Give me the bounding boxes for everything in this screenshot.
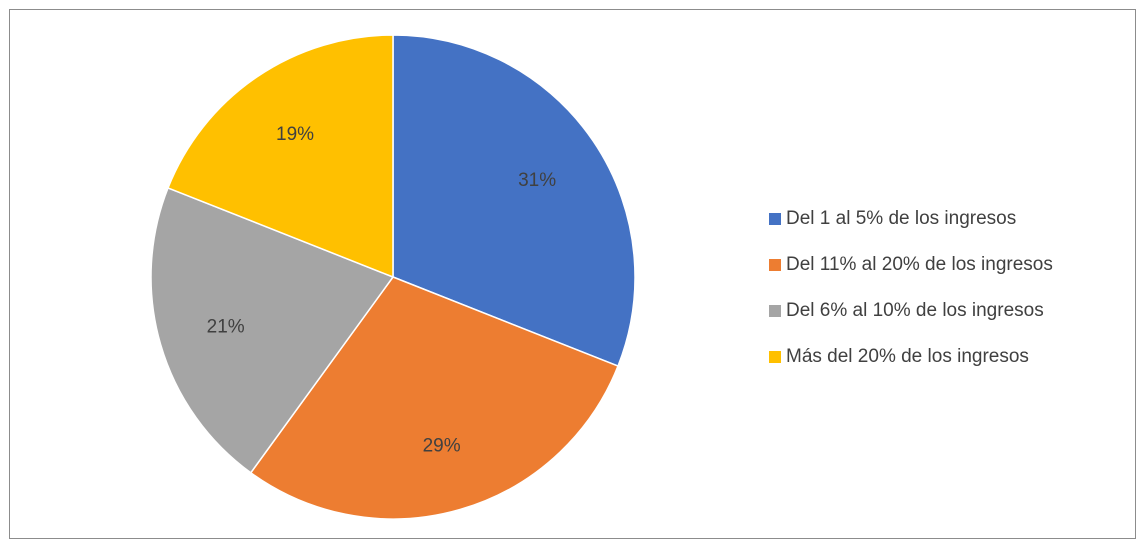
legend-swatch <box>769 305 781 317</box>
legend-swatch <box>769 213 781 225</box>
pie-chart: 31% 29% 21% 19% <box>150 34 636 520</box>
legend-label: Del 6% al 10% de los ingresos <box>786 300 1044 321</box>
data-label: 21% <box>207 317 245 338</box>
pie-slice <box>150 186 395 474</box>
data-label: 31% <box>518 170 556 191</box>
legend-label: Del 1 al 5% de los ingresos <box>786 208 1017 229</box>
pie-slice <box>249 276 619 520</box>
chart-area: 31% 29% 21% 19% Del 1 al 5% de los ingresos… <box>9 9 1136 539</box>
legend: Del 1 al 5% de los ingresos Del 11% al 2… <box>769 202 1053 386</box>
pie-slice <box>392 34 636 368</box>
legend-item: Del 1 al 5% de los ingresos <box>769 202 1053 236</box>
legend-label: Más del 20% de los ingresos <box>786 346 1029 367</box>
data-label: 19% <box>276 124 314 145</box>
legend-label: Del 11% al 20% de los ingresos <box>786 254 1053 275</box>
legend-swatch <box>769 259 781 271</box>
legend-item: Más del 20% de los ingresos <box>769 340 1053 374</box>
pie-slice <box>167 34 394 279</box>
legend-item: Del 11% al 20% de los ingresos <box>769 248 1053 282</box>
data-label: 29% <box>423 435 461 456</box>
legend-item: Del 6% al 10% de los ingresos <box>769 294 1053 328</box>
legend-swatch <box>769 351 781 363</box>
